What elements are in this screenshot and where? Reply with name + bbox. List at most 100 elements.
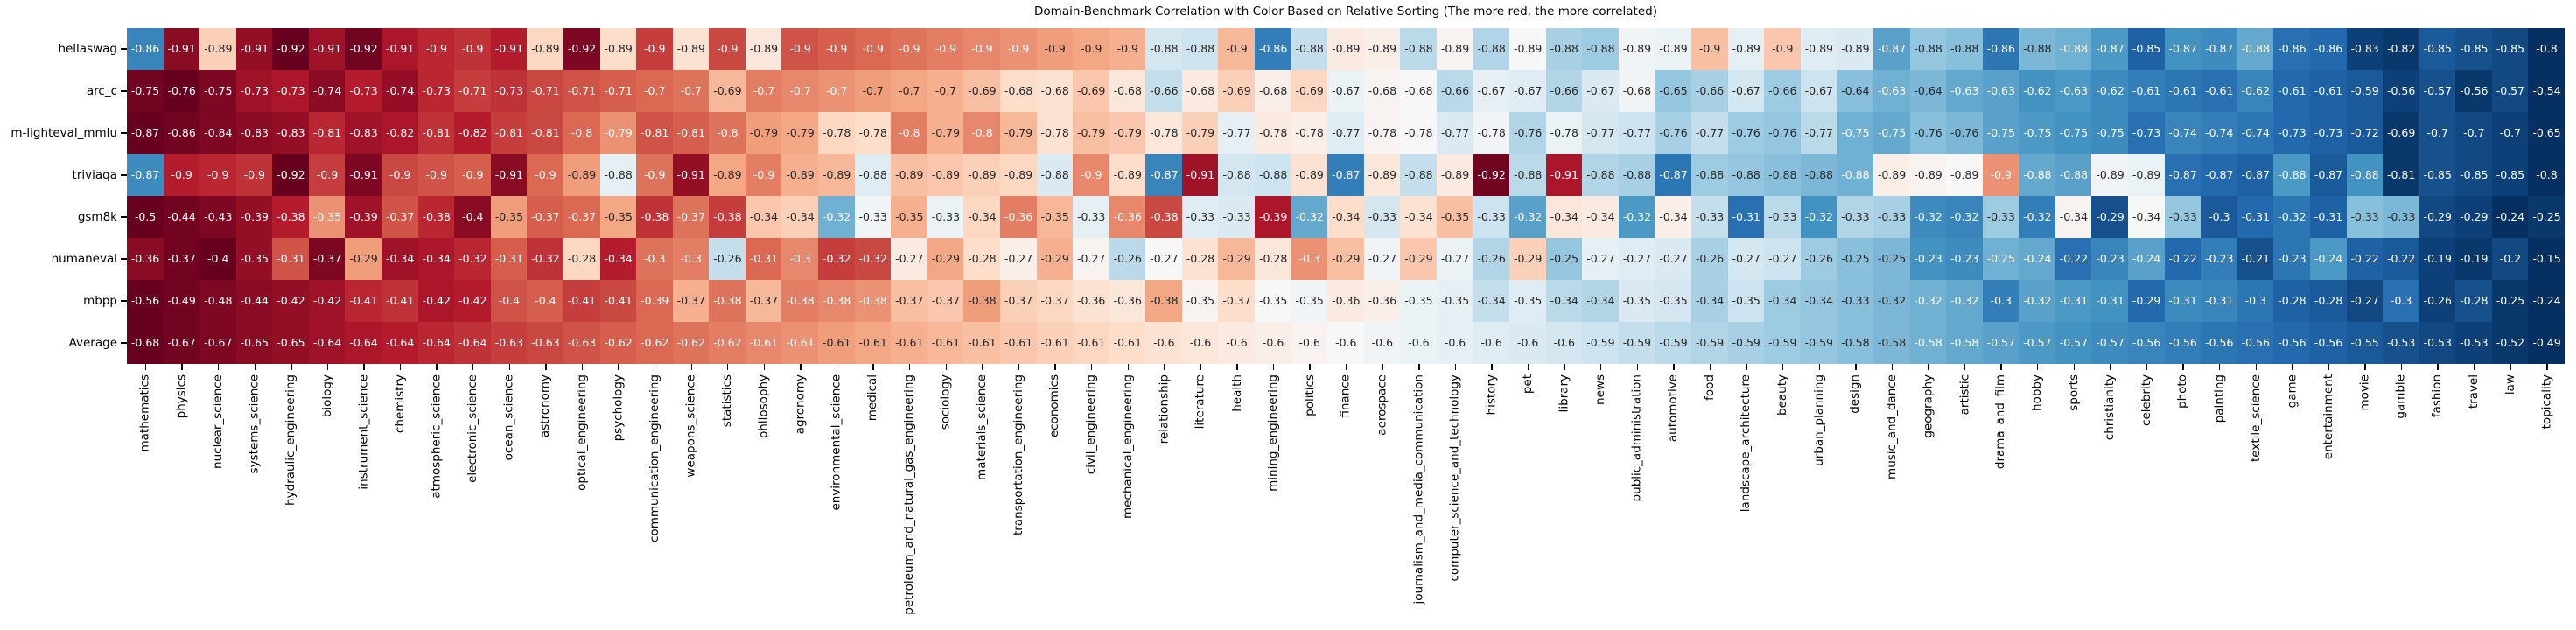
heatmap-cell: -0.26 [1473,238,1510,281]
heatmap-cell: -0.89 [1727,28,1765,71]
heatmap-cell: -0.6 [1436,322,1474,364]
x-tick-label: chemistry [392,374,407,434]
heatmap-cell: -0.75 [2091,112,2129,155]
x-tick-label: movie [2357,374,2372,411]
heatmap-cell: -0.66 [1145,70,1183,113]
heatmap-cell: -0.32 [2019,196,2056,239]
heatmap-cell: -0.73 [2128,112,2166,155]
heatmap-cell: -0.66 [1764,70,1802,113]
heatmap-cell: -0.67 [1509,70,1547,113]
heatmap-cell: -0.59 [1582,322,1620,364]
x-axis-tick [1527,364,1530,370]
heatmap-cell: -0.56 [2128,322,2166,364]
x-axis-tick [508,364,510,370]
heatmap-cell: -0.34 [599,238,637,281]
heatmap-cell: -0.56 [2236,322,2274,364]
heatmap-cell: -0.7 [891,70,928,113]
heatmap-cell: -0.37 [999,280,1038,323]
heatmap-cell: -0.88 [2054,154,2093,197]
heatmap-cell: -0.81 [2383,154,2420,197]
heatmap-cell: -0.86 [1255,28,1292,71]
x-axis-tick [2328,364,2330,370]
heatmap-cell: -0.28 [1255,238,1292,281]
heatmap-cell: -0.32 [818,238,856,281]
heatmap-cell: -0.27 [891,238,928,281]
heatmap-cell: -0.79 [599,112,637,155]
heatmap-cell: -0.82 [2383,28,2420,71]
heatmap-cell: -0.37 [672,196,710,239]
chart-title: Domain-Benchmark Correlation with Color … [1034,4,1657,18]
heatmap-cell: -0.3 [1291,238,1328,281]
heatmap-cell: -0.64 [1909,70,1947,113]
heatmap-cell: -0.36 [1109,196,1146,239]
heatmap-cell: -0.62 [599,322,637,364]
x-tick-label: economics [1047,374,1062,438]
heatmap-cell: -0.69 [709,70,746,113]
heatmap-cell: -0.38 [1145,196,1183,239]
x-tick-label: communication_engineering [647,374,662,542]
x-tick-label: travel [2467,374,2482,410]
heatmap-cell: -0.9 [417,154,455,197]
x-axis-tick [1164,364,1166,370]
heatmap-cell: -0.91 [382,28,419,71]
x-axis-tick [618,364,620,370]
heatmap-cell: -0.34 [382,238,419,281]
y-tick-label: arc_c [86,84,117,98]
heatmap-cell: -0.68 [127,322,164,364]
heatmap-cell: -0.76 [1764,112,1802,155]
x-axis-tick [1491,364,1493,370]
heatmap-cell: -0.56 [2383,70,2420,113]
heatmap-cell: -0.48 [200,280,237,323]
heatmap-cell: -0.91 [235,28,273,71]
heatmap-cell: -0.35 [1618,280,1656,323]
heatmap-cell: -0.41 [345,280,382,323]
x-axis-tick [545,364,547,370]
heatmap-cell: -0.37 [891,280,928,323]
heatmap-cell: -0.83 [272,112,310,155]
heatmap-cell: -0.65 [272,322,310,364]
heatmap-cell: -0.91 [308,28,346,71]
heatmap-cell: -0.79 [1181,112,1220,155]
heatmap-cell: -0.23 [2273,238,2311,281]
heatmap-cell: -0.82 [382,112,419,155]
heatmap-cell: -0.88 [1691,154,1729,197]
heatmap-cell: -0.26 [2418,280,2456,323]
heatmap-cell: -0.34 [1473,280,1510,323]
x-axis-tick [472,364,474,370]
heatmap-cell: -0.23 [2201,238,2238,281]
x-tick-label: weapons_science [683,374,698,478]
heatmap-cell: -0.89 [1909,154,1947,197]
heatmap-cell: -0.67 [1800,70,1838,113]
heatmap-cell: -0.79 [781,112,819,155]
heatmap-cell: -0.58 [1909,322,1947,364]
heatmap-cell: -0.49 [2528,322,2565,364]
heatmap-cell: -0.64 [417,322,455,364]
heatmap-cell: -0.32 [454,238,492,281]
heatmap-cell: -0.36 [127,238,164,281]
heatmap-cell: -0.88 [1145,28,1183,71]
heatmap-cell: -0.6 [1363,322,1401,364]
heatmap-cell: -0.59 [1618,322,1656,364]
heatmap-cell: -0.58 [1837,322,1874,364]
heatmap-cell: -0.55 [2346,322,2384,364]
heatmap-cell: -0.61 [999,322,1038,364]
heatmap-cell: -0.37 [927,280,964,323]
heatmap-cell: -0.81 [308,112,346,155]
heatmap-cell: -0.77 [1327,112,1365,155]
heatmap-cell: -0.7 [2455,112,2493,155]
heatmap-cell: -0.75 [127,70,164,113]
heatmap-cell: -0.56 [2273,322,2311,364]
heatmap-cell: -0.88 [1036,154,1074,197]
x-tick-label: photo [2175,374,2190,409]
heatmap-cell: -0.89 [709,154,746,197]
heatmap-cell: -0.63 [527,322,564,364]
heatmap-cell: -0.29 [927,238,964,281]
heatmap-cell: -0.74 [2236,112,2274,155]
heatmap-cell: -0.41 [382,280,419,323]
heatmap-cell: -0.86 [1982,28,2020,71]
x-tick-label: politics [1302,374,1317,416]
heatmap-cell: -0.89 [891,154,928,197]
y-axis-tick [121,216,127,218]
heatmap-cell: -0.83 [235,112,273,155]
heatmap-cell: -0.36 [1109,280,1146,323]
